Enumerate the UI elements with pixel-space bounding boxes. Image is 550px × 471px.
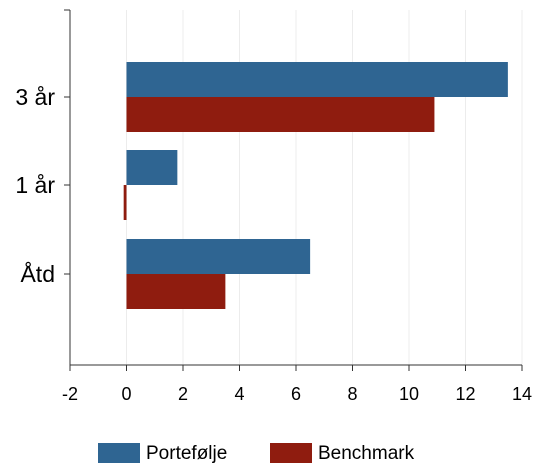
x-tick-label: 8 — [347, 384, 357, 404]
y-tick-label: Åtd — [20, 260, 55, 287]
bar-benchmark-2 — [126, 274, 226, 309]
bars — [123, 62, 508, 309]
y-tick-label: 1 år — [15, 172, 55, 198]
x-tick-label: -2 — [62, 384, 78, 404]
legend-swatch-portefolje — [98, 443, 140, 463]
legend-swatch-benchmark — [270, 443, 312, 463]
legend: Portefølje Benchmark — [98, 443, 415, 464]
bar-benchmark-1 — [123, 185, 127, 220]
legend-label-portefolje: Portefølje — [146, 443, 227, 464]
x-tick-label: 2 — [178, 384, 188, 404]
bar-portefolje-1 — [126, 150, 178, 185]
bar-benchmark-0 — [126, 97, 435, 132]
y-tick-label: 3 år — [15, 84, 55, 110]
x-tick-label: 12 — [455, 384, 475, 404]
x-tick-label: 0 — [121, 384, 131, 404]
x-tick-label: 6 — [291, 384, 301, 404]
bar-portefolje-2 — [126, 239, 311, 274]
x-tick-label: 4 — [234, 384, 244, 404]
x-tick-labels: -2 0 2 4 6 8 10 12 14 — [62, 384, 532, 404]
x-tick-label: 14 — [512, 384, 532, 404]
y-tick-labels: 3 år 1 år Åtd — [15, 84, 55, 287]
bar-portefolje-0 — [126, 62, 508, 97]
legend-label-benchmark: Benchmark — [318, 443, 415, 464]
tick-marks — [64, 9, 523, 371]
x-tick-label: 10 — [399, 384, 419, 404]
